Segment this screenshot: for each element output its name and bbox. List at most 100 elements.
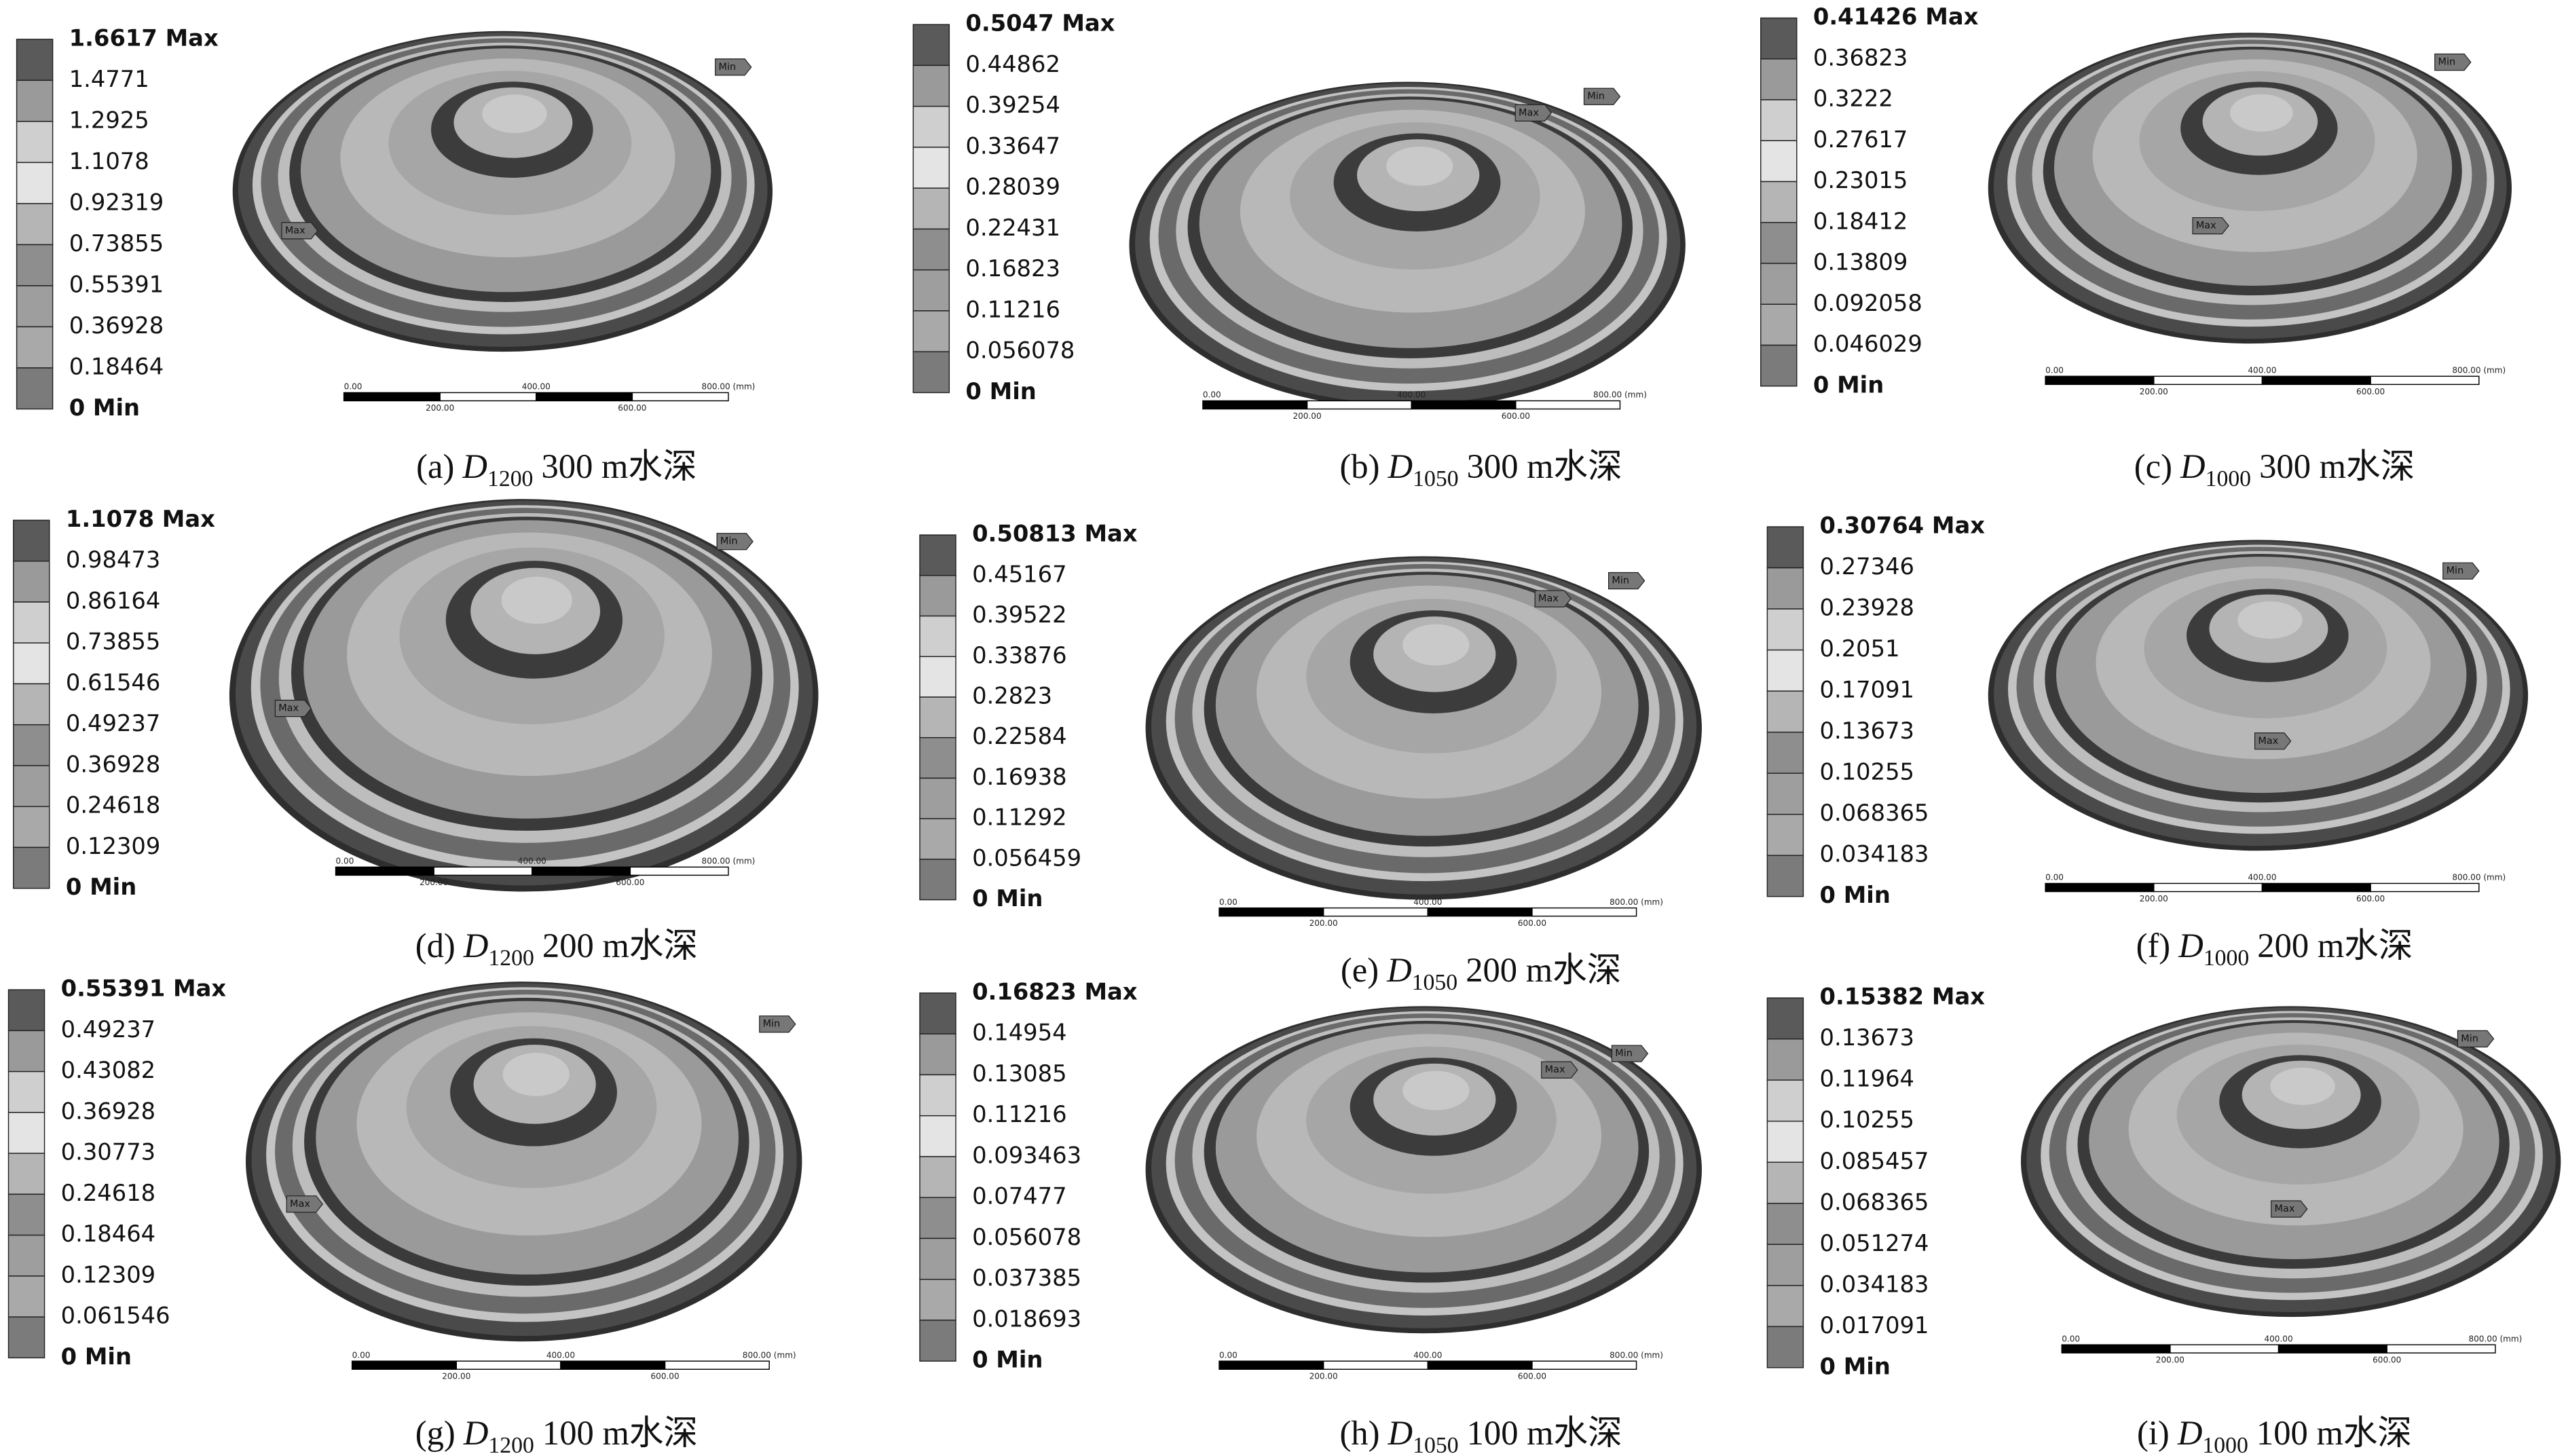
- scale-segment: [1322, 1360, 1429, 1370]
- probe-label: Min: [763, 1019, 781, 1030]
- scale-label: 0.00: [2045, 873, 2064, 882]
- legend-swatch: [919, 736, 956, 779]
- legend-label: 1.4771: [69, 66, 149, 92]
- probe-tag: [2271, 1200, 2308, 1218]
- caption-depth: 300 m水深: [2259, 447, 2415, 485]
- scale-label: 400.00: [2248, 873, 2276, 882]
- caption-symbol: D: [2180, 447, 2206, 485]
- scale-label: 200.00: [2140, 387, 2168, 396]
- legend-swatch: [912, 351, 950, 394]
- probe-tag: [2442, 562, 2480, 580]
- legend-swatch: [13, 806, 50, 848]
- scale-label: 0.00: [1219, 1350, 1238, 1360]
- caption-subscript: 1200: [488, 946, 534, 971]
- caption-symbol: D: [2178, 927, 2204, 965]
- scale-label: 0.00: [344, 382, 362, 392]
- scale-label: 200.00: [442, 1372, 470, 1381]
- legend-swatch: [919, 1320, 956, 1362]
- scale-label: 800.00 (mm): [2452, 873, 2506, 882]
- scale-segment: [2045, 882, 2155, 893]
- legend-swatch: [919, 1074, 956, 1117]
- legend-label: 0.50813 Max: [972, 521, 1138, 547]
- scale-label: 800.00 (mm): [2452, 366, 2506, 375]
- probe-tag: [2434, 53, 2472, 71]
- contour-ring: [2237, 601, 2303, 639]
- legend-swatch: [7, 1275, 45, 1318]
- caption-label: (b): [1339, 447, 1379, 485]
- legend-swatch: [7, 1030, 45, 1072]
- caption-subscript: 1050: [1413, 466, 1458, 491]
- scale-segment: [532, 866, 631, 876]
- panel: 0.15382 Max 0.13673 0.11964 0.10255 0.085457…: [1766, 984, 2561, 1456]
- legend-label: 0.13673: [1820, 1024, 1915, 1051]
- probe-tag: [759, 1015, 796, 1033]
- legend-swatch: [1766, 1326, 1804, 1368]
- legend-swatch: [13, 519, 50, 562]
- scale-label: 600.00: [1518, 1372, 1546, 1381]
- legend-label: 0 Min: [1820, 1353, 1891, 1379]
- probe-tag: [2192, 217, 2229, 235]
- scale-segment: [2370, 375, 2480, 386]
- legend-swatch: [912, 187, 950, 230]
- legend-swatch: [919, 992, 956, 1034]
- legend-swatch: [7, 989, 45, 1032]
- scale-label: 400.00: [1413, 1350, 1442, 1360]
- legend-label: 0.73855: [69, 230, 164, 257]
- probe-tag: [1608, 572, 1645, 590]
- contour-ring: [501, 576, 572, 624]
- contour-ring: [502, 1053, 570, 1096]
- scale-segment: [433, 866, 533, 876]
- caption-subscript: 1000: [2204, 946, 2249, 971]
- legend-label: 0.056459: [972, 844, 1081, 871]
- legend-swatch: [912, 269, 950, 312]
- legend-label: 0.092058: [1813, 290, 1922, 316]
- scale-segment: [335, 866, 434, 876]
- panel: 1.6617 Max 1.4771 1.2925 1.1078 0.92319 0.738…: [16, 24, 773, 491]
- legend-swatch: [1766, 1161, 1804, 1204]
- legend-swatch: [7, 1234, 45, 1277]
- scale-label: 800.00 (mm): [1593, 390, 1647, 400]
- contour-ring: [482, 94, 547, 134]
- legend-label: 0.22584: [972, 723, 1067, 749]
- legend-label: 0.068365: [1820, 1189, 1929, 1215]
- caption: (f) D1000 200 m水深: [2136, 927, 2413, 971]
- legend-label: 0.5047 Max: [965, 10, 1115, 37]
- legend-swatch: [7, 1112, 45, 1154]
- caption: (b) D1050 300 m水深: [1339, 447, 1622, 491]
- legend-swatch: [1766, 649, 1804, 692]
- scale-segment: [1531, 1360, 1637, 1370]
- scale-label: 400.00: [1413, 897, 1442, 907]
- scale-label: 800.00 (mm): [1610, 897, 1663, 907]
- legend-label: 0.056078: [965, 337, 1075, 364]
- caption-subscript: 1000: [2206, 466, 2251, 491]
- scale-label: 0.00: [352, 1350, 371, 1360]
- caption-subscript: 1050: [1413, 1433, 1458, 1456]
- probe-label: Max: [2275, 1203, 2295, 1214]
- scale-label: 600.00: [618, 403, 646, 413]
- scale-label: 600.00: [1518, 918, 1546, 928]
- caption: (g) D1200 100 m水深: [415, 1414, 698, 1456]
- caption: (i) D1000 100 m水深: [2137, 1414, 2412, 1456]
- legend-swatch: [1766, 567, 1804, 610]
- legend-swatch: [919, 615, 956, 657]
- caption-label: (e): [1341, 951, 1379, 989]
- legend-label: 0.16938: [972, 764, 1067, 790]
- scale-label: 200.00: [420, 878, 448, 887]
- legend-swatch: [13, 846, 50, 889]
- legend-label: 0.43082: [61, 1057, 156, 1083]
- caption-symbol: D: [462, 447, 487, 485]
- legend-label: 0.061546: [61, 1303, 170, 1329]
- legend-swatch: [16, 79, 54, 122]
- scale-segment: [439, 392, 537, 402]
- legend-label: 0.49237: [66, 710, 161, 736]
- scale-label: 200.00: [2140, 894, 2168, 903]
- caption-label: (g): [415, 1414, 455, 1452]
- legend-swatch: [919, 1278, 956, 1321]
- scale-label: 800.00 (mm): [702, 382, 756, 392]
- legend-label: 0.034183: [1820, 841, 1929, 867]
- legend-swatch: [919, 534, 956, 576]
- legend-swatch: [1766, 1038, 1804, 1081]
- legend-swatch: [1766, 1244, 1804, 1286]
- probe-tag: [2457, 1030, 2495, 1048]
- legend-label: 0.45167: [972, 561, 1067, 587]
